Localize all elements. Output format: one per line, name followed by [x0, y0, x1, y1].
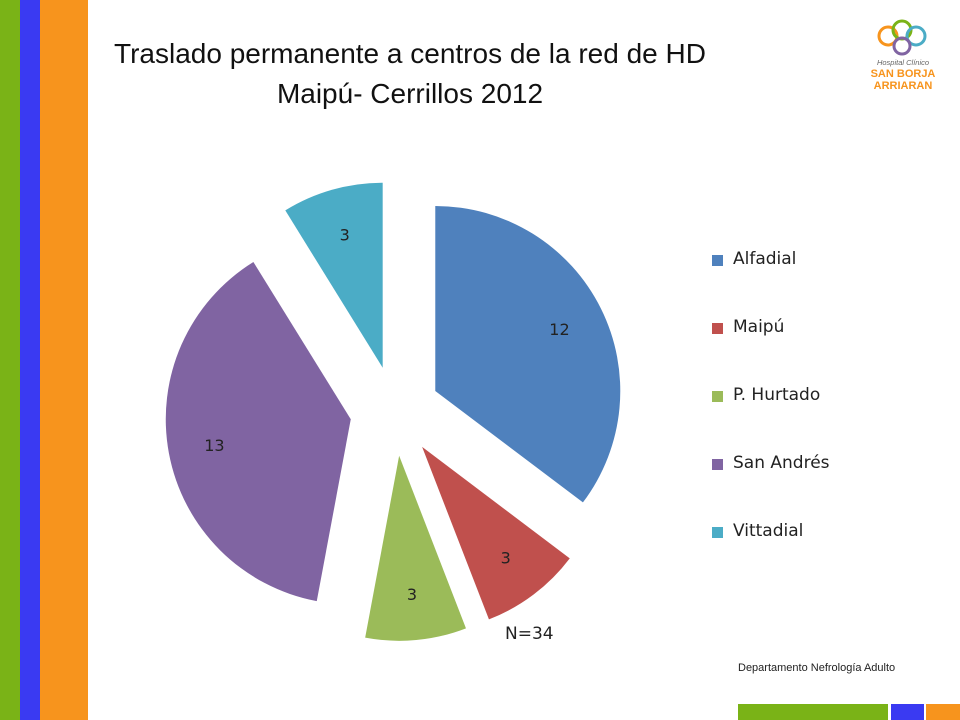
- footer-department: Departamento Nefrología Adulto: [738, 662, 896, 674]
- logo-line-1: Hospital Clínico: [876, 58, 930, 67]
- slide-title-line-1: Traslado permanente a centros de la red …: [114, 38, 706, 69]
- slide-title-line-2: Maipú- Cerrillos 2012: [276, 78, 544, 109]
- data-label-maipu: 3: [501, 549, 511, 568]
- left-stripe-green: [0, 0, 20, 720]
- data-label-p-hurtado: 3: [407, 585, 417, 604]
- legend-label-alfadial: Alfadial: [733, 249, 797, 269]
- sample-size-note: N=34: [505, 624, 554, 644]
- legend-swatch-maipu: [712, 323, 723, 334]
- logo-line-2: SAN BORJA: [870, 68, 936, 80]
- data-label-alfadial: 12: [549, 320, 569, 339]
- footer-bar-orange: [926, 704, 960, 720]
- slide-title: Traslado permanente a centros de la red …: [110, 34, 710, 114]
- pie-slice-p-hurtado: [365, 455, 466, 641]
- data-label-vittadial: 3: [340, 225, 350, 244]
- footer-bar-blue: [891, 704, 924, 720]
- pie-slice-alfadial: [435, 205, 621, 503]
- legend-label-maipu: Maipú: [733, 317, 785, 337]
- footer-bar-green: [738, 704, 888, 720]
- legend-swatch-alfadial: [712, 255, 723, 266]
- legend-swatch-p-hurtado: [712, 391, 723, 402]
- pie-slice-san-andres: [165, 261, 351, 602]
- legend-swatch-vittadial: [712, 527, 723, 538]
- hospital-logo-icon: [877, 19, 927, 56]
- data-label-san-andres: 13: [204, 436, 224, 455]
- pie-slice-maipu: [422, 446, 570, 620]
- left-stripe-orange: [40, 0, 88, 720]
- pie-slice-vittadial: [285, 182, 383, 368]
- hospital-logo: Hospital Clínico SAN BORJA ARRIARAN: [862, 18, 944, 98]
- legend-label-p-hurtado: P. Hurtado: [733, 385, 821, 405]
- logo-line-3: ARRIARAN: [873, 80, 933, 92]
- left-stripe-blue: [20, 0, 40, 720]
- legend-swatch-san-andres: [712, 459, 723, 470]
- legend-label-vittadial: Vittadial: [733, 521, 804, 541]
- legend-label-san-andres: San Andrés: [733, 453, 830, 473]
